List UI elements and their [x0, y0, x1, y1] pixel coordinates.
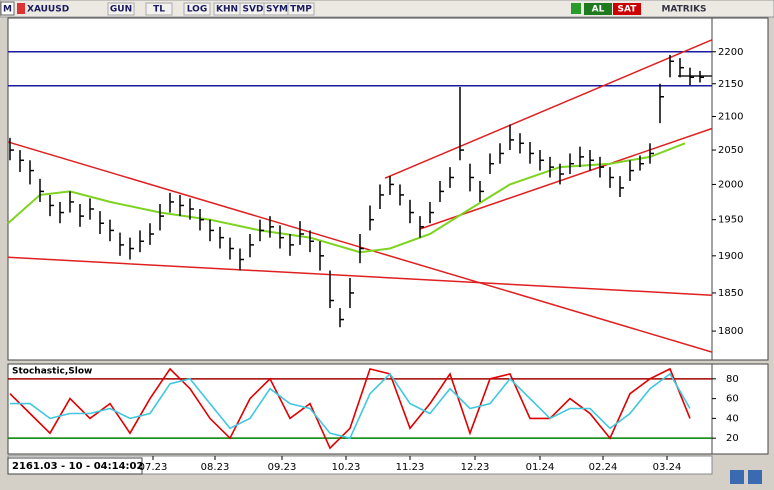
nav-button[interactable] — [748, 470, 762, 484]
y-tick-label: 1850 — [718, 288, 743, 299]
sell-label[interactable]: SAT — [618, 5, 638, 15]
y-tick-label: 2100 — [718, 112, 743, 123]
y-tick-label: 2000 — [718, 179, 743, 190]
symbol-button[interactable] — [0, 1, 15, 16]
y-tick-label: 2050 — [718, 145, 743, 156]
price-panel — [7, 17, 713, 361]
toolbar-button-label[interactable]: KHN — [216, 5, 238, 15]
stoch-line — [10, 372, 691, 440]
x-tick-label: 12.23 — [461, 462, 490, 473]
toolbar-button-label[interactable]: GUN — [110, 5, 132, 15]
x-tick-label: 08.23 — [201, 462, 230, 473]
settings-button[interactable] — [730, 470, 744, 484]
sell-button[interactable] — [613, 3, 641, 15]
toolbar-button-label[interactable]: LOG — [187, 5, 207, 15]
toolbar-button-label[interactable]: SYM — [266, 5, 288, 15]
toolbar-button[interactable] — [107, 2, 135, 16]
price-axis — [711, 17, 769, 361]
toolbar-button[interactable] — [145, 2, 173, 16]
y-tick-label: 80 — [726, 374, 739, 385]
y-tick-label: 20 — [726, 433, 739, 444]
buy-label[interactable]: AL — [592, 5, 605, 15]
toolbar-icon[interactable] — [571, 3, 581, 14]
symbol-button-label[interactable]: M — [3, 5, 12, 15]
trend-line — [384, 39, 713, 179]
y-tick-label: 40 — [726, 413, 739, 424]
trend-line — [7, 256, 713, 296]
brand: MATRIKS — [661, 5, 706, 15]
x-tick-label: 10.23 — [332, 462, 361, 473]
toolbar-button-label[interactable]: TMP — [290, 5, 312, 15]
y-tick-label: 1900 — [718, 251, 743, 262]
trend-line — [419, 127, 713, 230]
y-tick-label: 2150 — [718, 79, 743, 90]
y-tick-label: 60 — [726, 394, 739, 405]
y-tick-label: 1800 — [718, 326, 743, 337]
x-tick-label: 11.23 — [396, 462, 425, 473]
x-tick-label: 01.24 — [526, 462, 555, 473]
toolbar-button[interactable] — [287, 2, 315, 16]
y-tick-label: 2200 — [718, 47, 743, 58]
stoch-line — [9, 367, 691, 450]
toolbar-button-label[interactable]: TL — [153, 5, 165, 15]
toolbar-button-label[interactable]: SVD — [243, 5, 264, 15]
x-tick-label: 07.23 — [139, 462, 168, 473]
x-tick-label: 09.23 — [268, 462, 297, 473]
status-box — [7, 457, 143, 475]
status: 2161.03 - 10 - 04:14:02 — [12, 461, 143, 472]
y-tick-label: 1950 — [718, 215, 743, 226]
stoch-axis — [711, 363, 769, 455]
x-tick-label: 02.24 — [589, 462, 618, 473]
symbol-icon — [17, 3, 25, 14]
symbol[interactable]: XAUUSD — [27, 5, 69, 15]
x-tick-label: 03.24 — [653, 462, 682, 473]
toolbar-button[interactable] — [183, 2, 211, 16]
panel-title: Stochastic,Slow — [12, 367, 92, 377]
buy-button[interactable] — [584, 3, 612, 15]
